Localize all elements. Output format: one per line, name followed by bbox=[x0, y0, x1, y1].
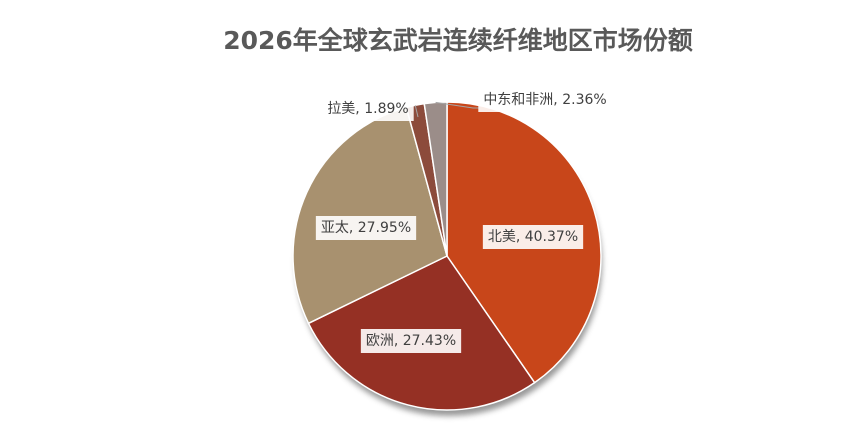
data-label: 欧洲, 27.43% bbox=[366, 333, 456, 349]
label-background bbox=[482, 225, 584, 249]
data-label: 拉美, 1.89% bbox=[327, 101, 408, 117]
label-background bbox=[315, 216, 417, 240]
data-label: 北美, 40.37% bbox=[488, 229, 578, 245]
data-label: 亚太, 27.95% bbox=[321, 220, 411, 236]
label-background bbox=[360, 329, 462, 353]
chart-title: 2026年全球玄武岩连续纤维地区市场份额 bbox=[223, 26, 693, 55]
leader-line bbox=[435, 101, 479, 109]
data-label: 中东和非洲, 2.36% bbox=[483, 92, 606, 108]
label-background bbox=[322, 97, 414, 121]
leader-line bbox=[414, 105, 419, 118]
label-background bbox=[478, 88, 612, 112]
